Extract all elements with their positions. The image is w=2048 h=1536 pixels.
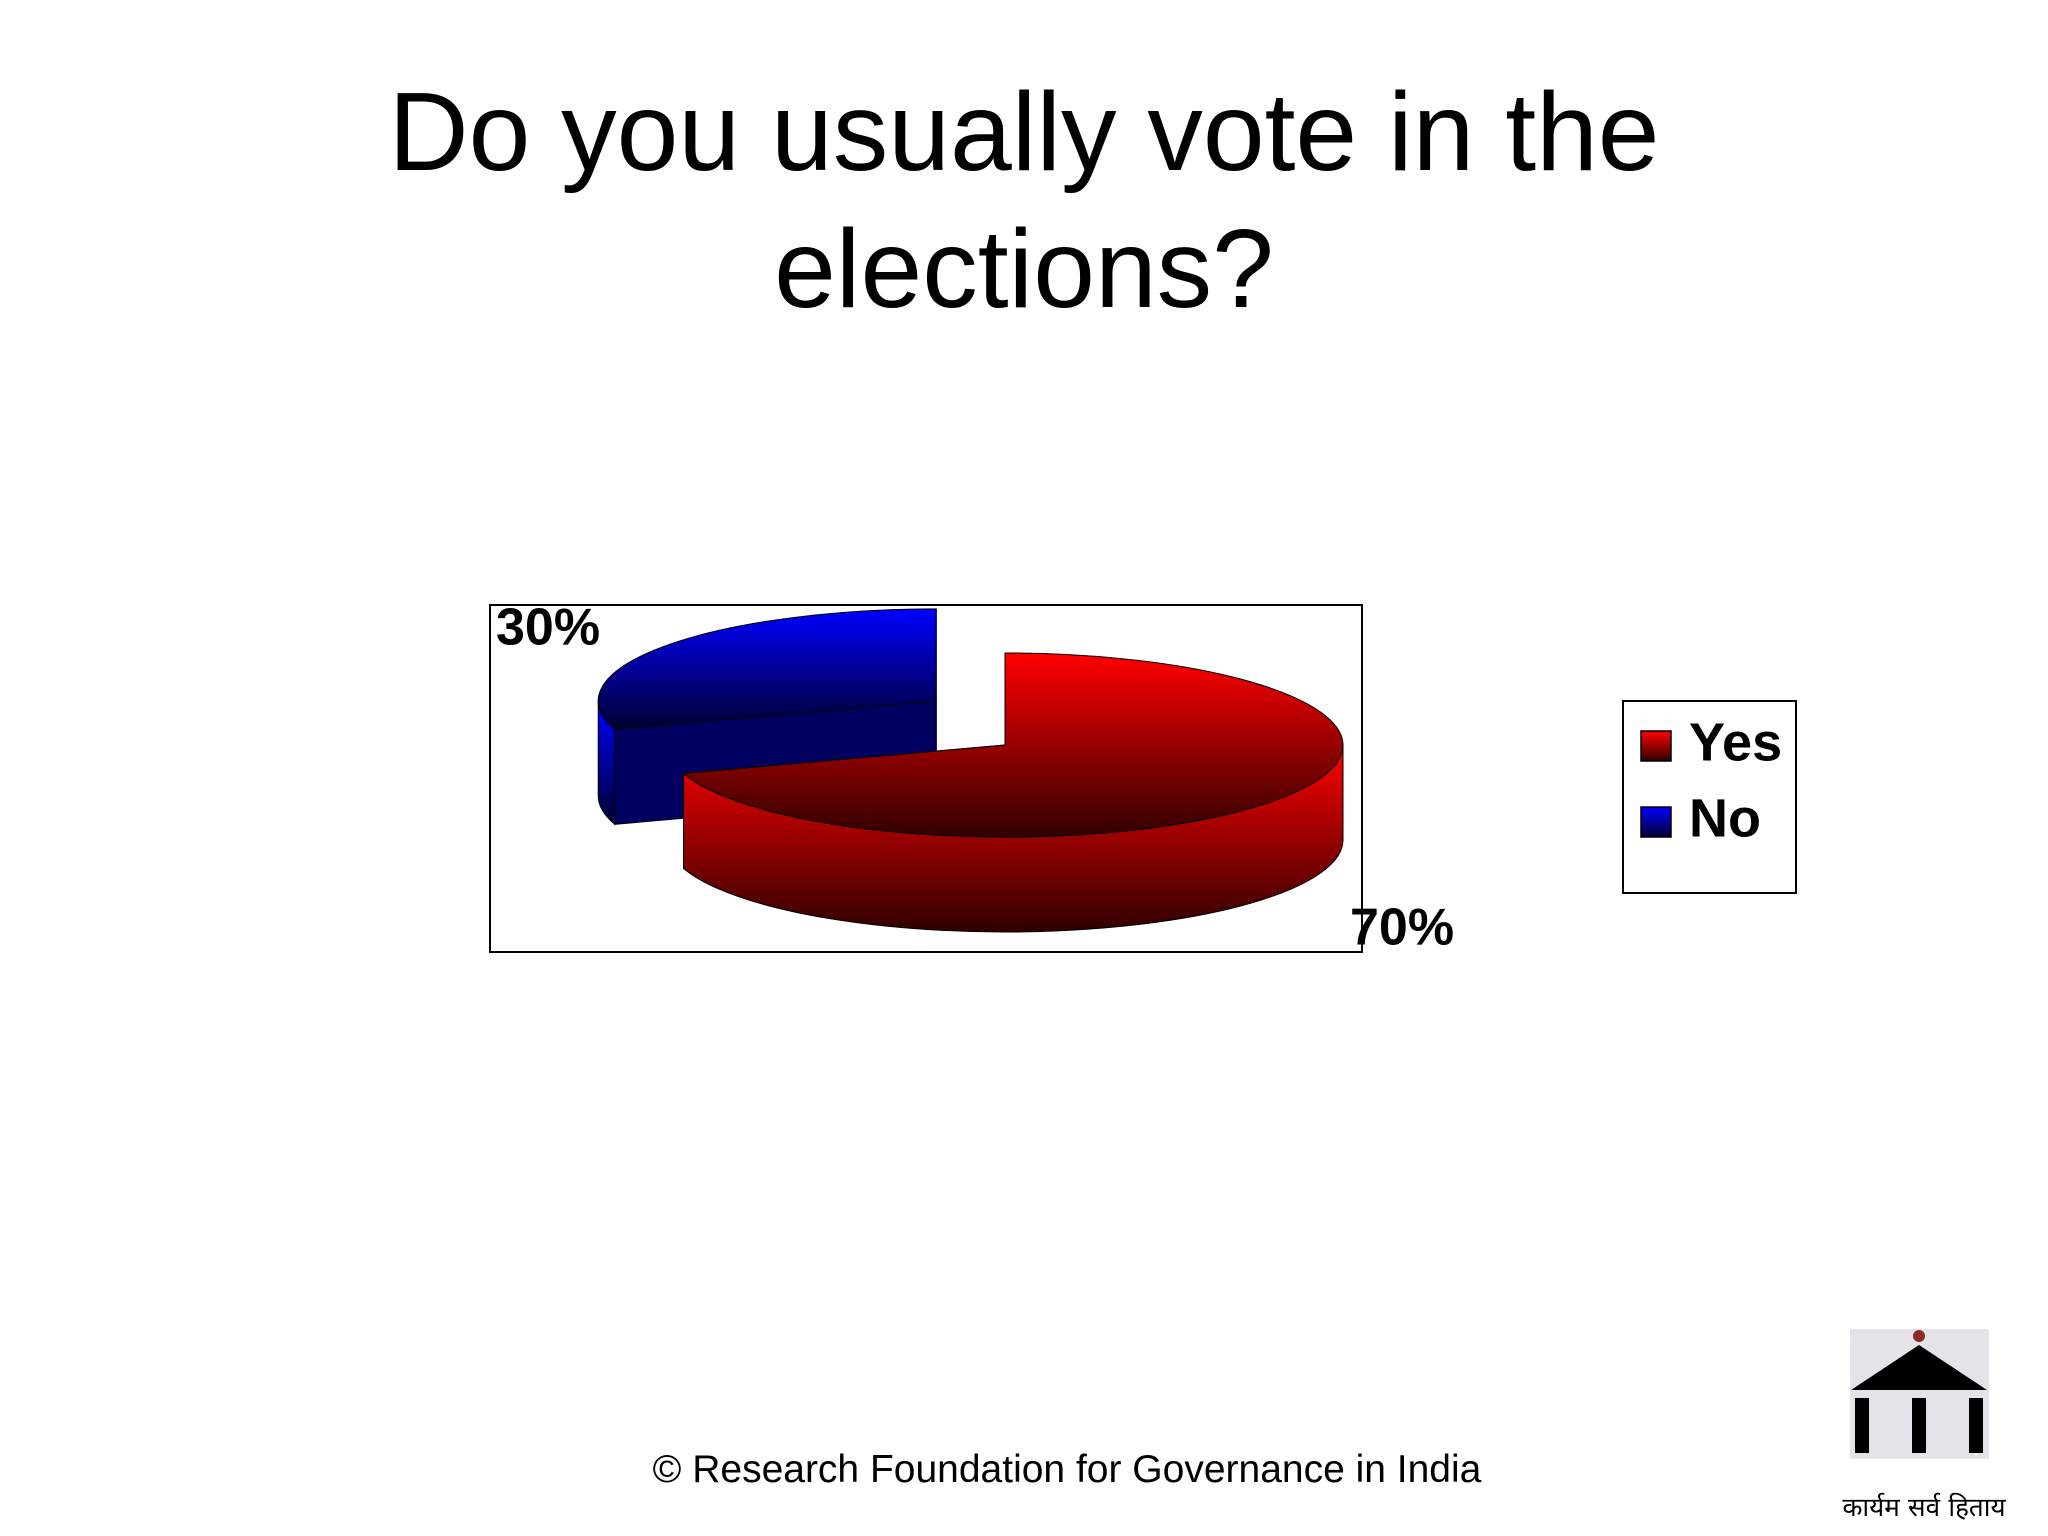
chart-title: Do you usually vote in the elections? [388, 70, 1660, 331]
plot-frame [489, 604, 1363, 953]
logo-motto: कार्यम सर्व हिताय [1842, 1493, 2006, 1523]
logo-pillar [1855, 1398, 1869, 1453]
slice [682, 652, 1344, 838]
legend-label: Yes [1689, 712, 1782, 772]
slice [597, 608, 937, 730]
legend-swatch [1640, 806, 1672, 838]
data-label: 70% [1350, 899, 1454, 957]
footer: © Research Foundation for Governance in … [652, 1448, 1482, 1491]
logo-pillar [1912, 1398, 1926, 1453]
legend-swatch [1640, 730, 1672, 762]
logo-roof [1851, 1345, 1987, 1390]
logo-pillar [1969, 1398, 1983, 1453]
logo [1850, 1329, 1989, 1459]
data-label: 30% [496, 599, 600, 657]
logo-dot [1913, 1330, 1925, 1342]
legend-label: No [1689, 788, 1761, 848]
